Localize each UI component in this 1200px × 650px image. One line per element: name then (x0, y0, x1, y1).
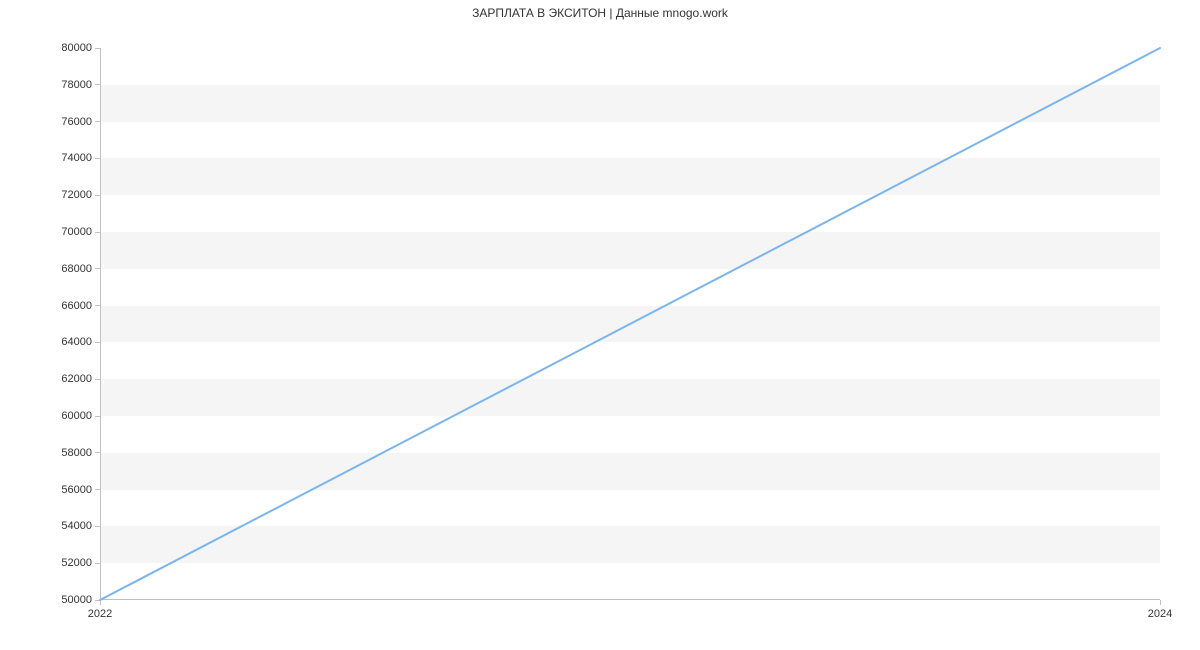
y-tick-label: 52000 (61, 557, 92, 569)
plot-area: 5000052000540005600058000600006200064000… (100, 48, 1160, 600)
y-tick-label: 74000 (61, 152, 92, 164)
y-tick-label: 64000 (61, 336, 92, 348)
series-line (100, 48, 1160, 600)
y-tick-label: 78000 (61, 79, 92, 91)
salary-chart: ЗАРПЛАТА В ЭКСИТОН | Данные mnogo.work 5… (0, 0, 1200, 650)
y-tick-label: 80000 (61, 42, 92, 54)
y-tick-label: 66000 (61, 300, 92, 312)
x-tick-label: 2022 (88, 608, 112, 620)
line-layer (100, 48, 1160, 600)
chart-title: ЗАРПЛАТА В ЭКСИТОН | Данные mnogo.work (0, 6, 1200, 20)
y-tick-label: 56000 (61, 484, 92, 496)
y-tick-label: 76000 (61, 116, 92, 128)
x-tick-mark (1160, 600, 1161, 605)
y-tick-label: 68000 (61, 263, 92, 275)
y-tick-label: 72000 (61, 189, 92, 201)
x-tick-label: 2024 (1148, 608, 1172, 620)
y-tick-label: 70000 (61, 226, 92, 238)
y-tick-label: 60000 (61, 410, 92, 422)
y-tick-label: 54000 (61, 520, 92, 532)
y-tick-label: 58000 (61, 447, 92, 459)
y-tick-label: 50000 (61, 594, 92, 606)
y-tick-label: 62000 (61, 373, 92, 385)
